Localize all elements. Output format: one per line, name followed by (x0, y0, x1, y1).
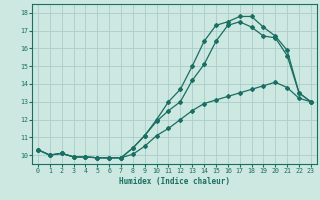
X-axis label: Humidex (Indice chaleur): Humidex (Indice chaleur) (119, 177, 230, 186)
